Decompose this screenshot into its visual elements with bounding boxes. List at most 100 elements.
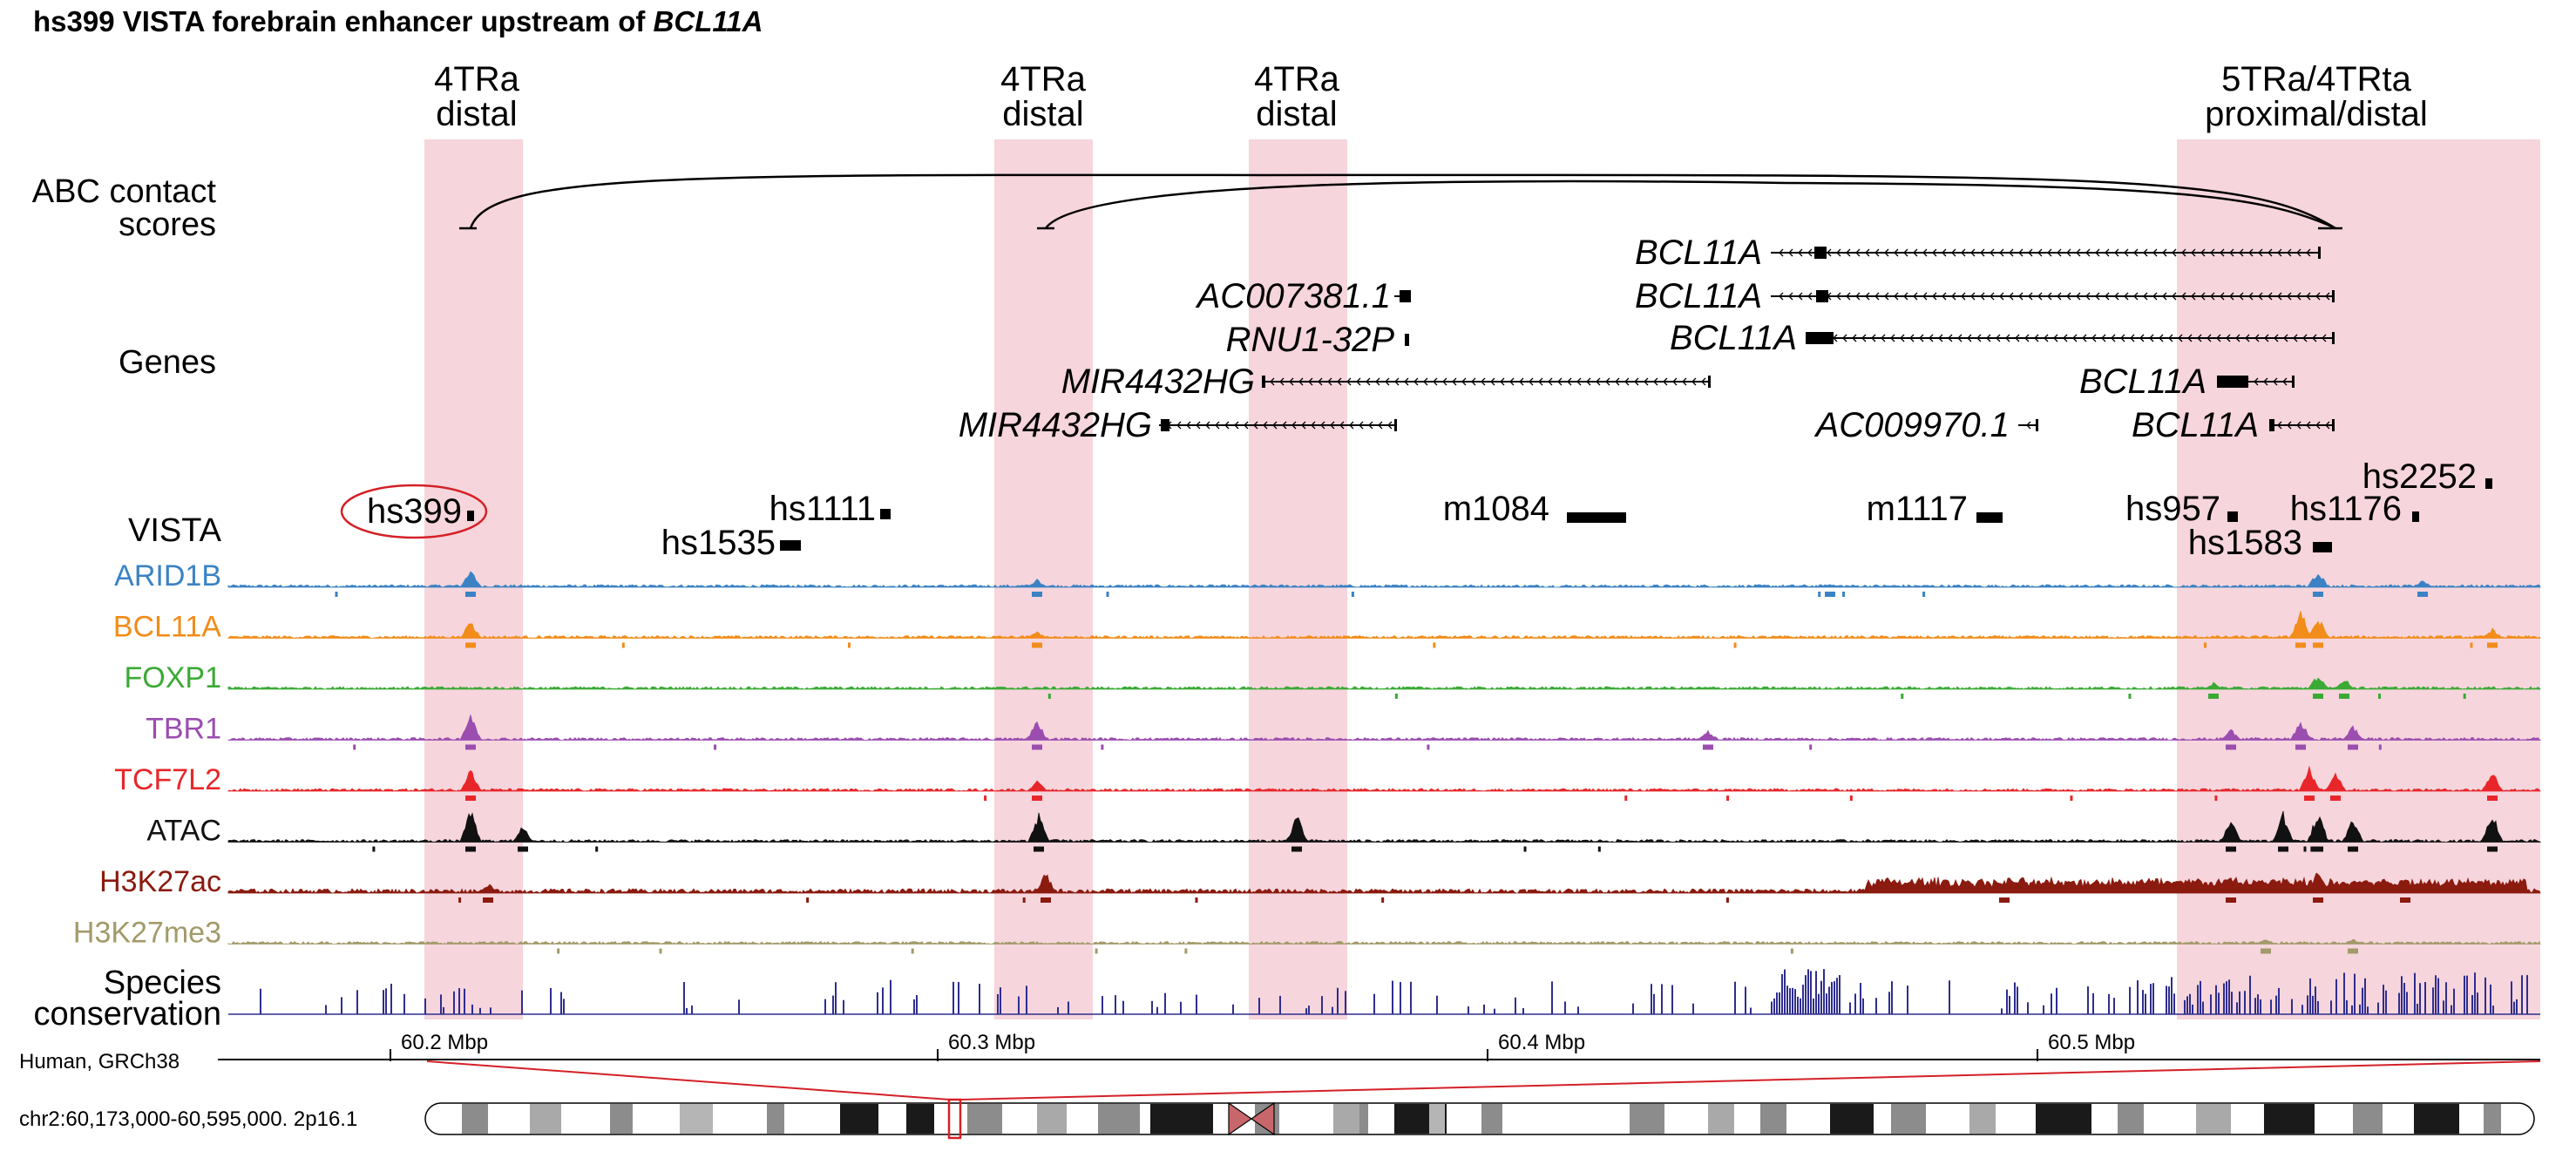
chromosome-band xyxy=(1481,1104,1502,1134)
strand-arrow xyxy=(1244,421,1249,430)
conservation-bar xyxy=(738,999,740,1014)
conservation-bar xyxy=(2526,975,2528,1014)
vista-bar xyxy=(780,540,801,551)
vista-label: hs957 xyxy=(2125,490,2220,528)
conservation-bar xyxy=(1156,1006,1158,1014)
strand-arrow xyxy=(1957,334,1963,342)
zoom-line xyxy=(426,1060,951,1100)
strand-arrow xyxy=(2044,334,2049,342)
conservation-bar xyxy=(2173,993,2175,1014)
peak-call xyxy=(1101,744,1104,750)
vista-element: m1117 xyxy=(1867,490,2003,528)
strand-arrow xyxy=(2114,292,2119,301)
peak-call xyxy=(465,846,476,852)
strand-arrow xyxy=(2263,377,2268,386)
strand-arrow xyxy=(2105,248,2110,257)
chromosome-band xyxy=(2484,1104,2501,1134)
strand-arrow xyxy=(1176,421,1182,430)
peak-call xyxy=(2208,694,2219,699)
peak-call xyxy=(2313,897,2323,903)
conservation-bar xyxy=(560,992,562,1014)
region-label: 5TRa/4TRta proximal/distal xyxy=(2205,60,2428,133)
strand-arrow xyxy=(1871,334,1876,342)
peak-call xyxy=(2128,694,2132,699)
strand-arrow xyxy=(1865,248,1870,257)
strand-arrow xyxy=(2015,334,2020,342)
strand-arrow xyxy=(2172,248,2177,257)
strand-arrow xyxy=(2207,334,2212,342)
conservation-bar xyxy=(2254,998,2256,1014)
strand-arrow xyxy=(2220,248,2225,257)
conservation-bar xyxy=(471,1004,473,1014)
signal-track xyxy=(227,810,2542,852)
strand-arrow xyxy=(1909,334,1915,342)
conservation-bar xyxy=(1337,987,1339,1014)
strand-arrow xyxy=(1779,292,1784,301)
signal-track-label: TBR1 xyxy=(146,713,221,746)
conservation-bar xyxy=(1436,995,1438,1014)
chromosome-band xyxy=(1760,1104,1786,1134)
strand-arrow xyxy=(1951,248,1956,257)
strand-arrow xyxy=(1846,292,1851,301)
conservation-bar xyxy=(1875,998,1877,1014)
strand-arrow xyxy=(1519,377,1524,386)
strand-arrow xyxy=(2095,292,2100,301)
strand-arrow xyxy=(1387,421,1393,430)
conservation-bar xyxy=(1862,998,1864,1014)
conservation-bar xyxy=(1564,1001,1566,1014)
strand-arrow xyxy=(2149,334,2154,342)
gene-label: BCL11A xyxy=(2079,362,2207,401)
strand-arrow xyxy=(1270,377,1275,386)
peak-call xyxy=(1032,642,1042,648)
strand-arrow xyxy=(2306,421,2311,430)
highlight-regions xyxy=(424,139,2540,1019)
strand-arrow xyxy=(1423,377,1428,386)
region-label: 4TRa distal xyxy=(1000,60,1087,133)
peak-call xyxy=(1032,796,1042,801)
gene-exon xyxy=(1400,290,1410,302)
vista-bar xyxy=(2485,478,2492,489)
highlight-band xyxy=(2177,139,2540,1019)
chromosome-band xyxy=(1150,1104,1213,1134)
conservation-bar xyxy=(2315,986,2316,1014)
strand-arrow xyxy=(1279,377,1285,386)
signal-track-label: TCF7L2 xyxy=(114,763,221,796)
conservation-bar xyxy=(2197,985,2199,1014)
peak-call xyxy=(1106,592,1109,597)
chromosome-band xyxy=(2196,1104,2231,1134)
chromosome-band xyxy=(967,1104,1002,1134)
conservation-bar xyxy=(1781,973,1783,1014)
strand-arrow xyxy=(2085,248,2091,257)
strand-arrow xyxy=(1234,421,1239,430)
strand-arrow xyxy=(1855,292,1861,301)
strand-arrow xyxy=(2005,334,2010,342)
signal-profile xyxy=(227,571,2541,588)
strand-arrow xyxy=(1884,292,1889,301)
chromosome-band xyxy=(2036,1104,2091,1134)
conservation-bar xyxy=(2359,1004,2361,1014)
strand-arrow xyxy=(1538,377,1543,386)
gene-exon xyxy=(1262,376,1265,388)
strand-arrow xyxy=(1970,292,1976,301)
peak-call xyxy=(1394,694,1398,699)
conservation-bar xyxy=(1826,993,1827,1014)
strand-arrow xyxy=(1356,377,1361,386)
peak-call xyxy=(2348,744,2358,750)
strand-arrow xyxy=(2248,248,2254,257)
strand-arrow xyxy=(1932,292,1937,301)
conservation-bar xyxy=(2087,986,2089,1014)
conservation-bar xyxy=(2477,992,2478,1014)
strand-arrow xyxy=(2277,421,2282,430)
conservation-bar xyxy=(2189,993,2191,1014)
conservation-bar xyxy=(2186,996,2188,1014)
signal-track-label: ARID1B xyxy=(114,559,221,593)
conservation-bar xyxy=(1794,989,1796,1014)
peak-call xyxy=(2278,846,2288,852)
strand-arrow xyxy=(2254,334,2260,342)
conservation-bar xyxy=(2113,998,2115,1014)
conservation-bar xyxy=(979,984,980,1014)
strand-arrow xyxy=(1798,292,1803,301)
peak-call xyxy=(1523,846,1527,852)
conservation-bar xyxy=(1839,975,1840,1014)
strand-arrow xyxy=(1890,334,1895,342)
